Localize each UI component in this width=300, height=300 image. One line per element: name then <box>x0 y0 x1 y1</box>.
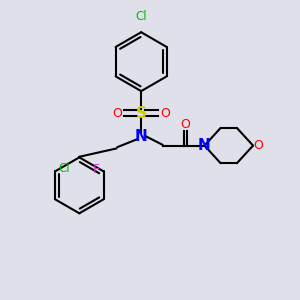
Text: O: O <box>181 118 190 131</box>
Text: F: F <box>93 164 100 176</box>
Text: O: O <box>160 107 170 120</box>
Text: S: S <box>136 106 147 121</box>
Text: Cl: Cl <box>58 163 70 176</box>
Text: O: O <box>112 107 122 120</box>
Text: O: O <box>254 139 263 152</box>
Text: N: N <box>135 129 148 144</box>
Text: Cl: Cl <box>135 11 147 23</box>
Text: N: N <box>198 138 211 153</box>
